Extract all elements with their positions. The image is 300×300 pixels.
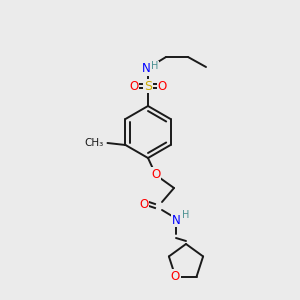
Text: S: S bbox=[144, 80, 152, 92]
Text: H: H bbox=[182, 210, 190, 220]
Text: N: N bbox=[142, 62, 150, 76]
Text: N: N bbox=[172, 214, 180, 226]
Text: O: O bbox=[171, 270, 180, 283]
Text: O: O bbox=[140, 197, 148, 211]
Text: CH₃: CH₃ bbox=[84, 138, 104, 148]
Text: O: O bbox=[158, 80, 166, 92]
Text: H: H bbox=[151, 61, 159, 71]
Text: O: O bbox=[129, 80, 139, 92]
Text: O: O bbox=[152, 167, 160, 181]
